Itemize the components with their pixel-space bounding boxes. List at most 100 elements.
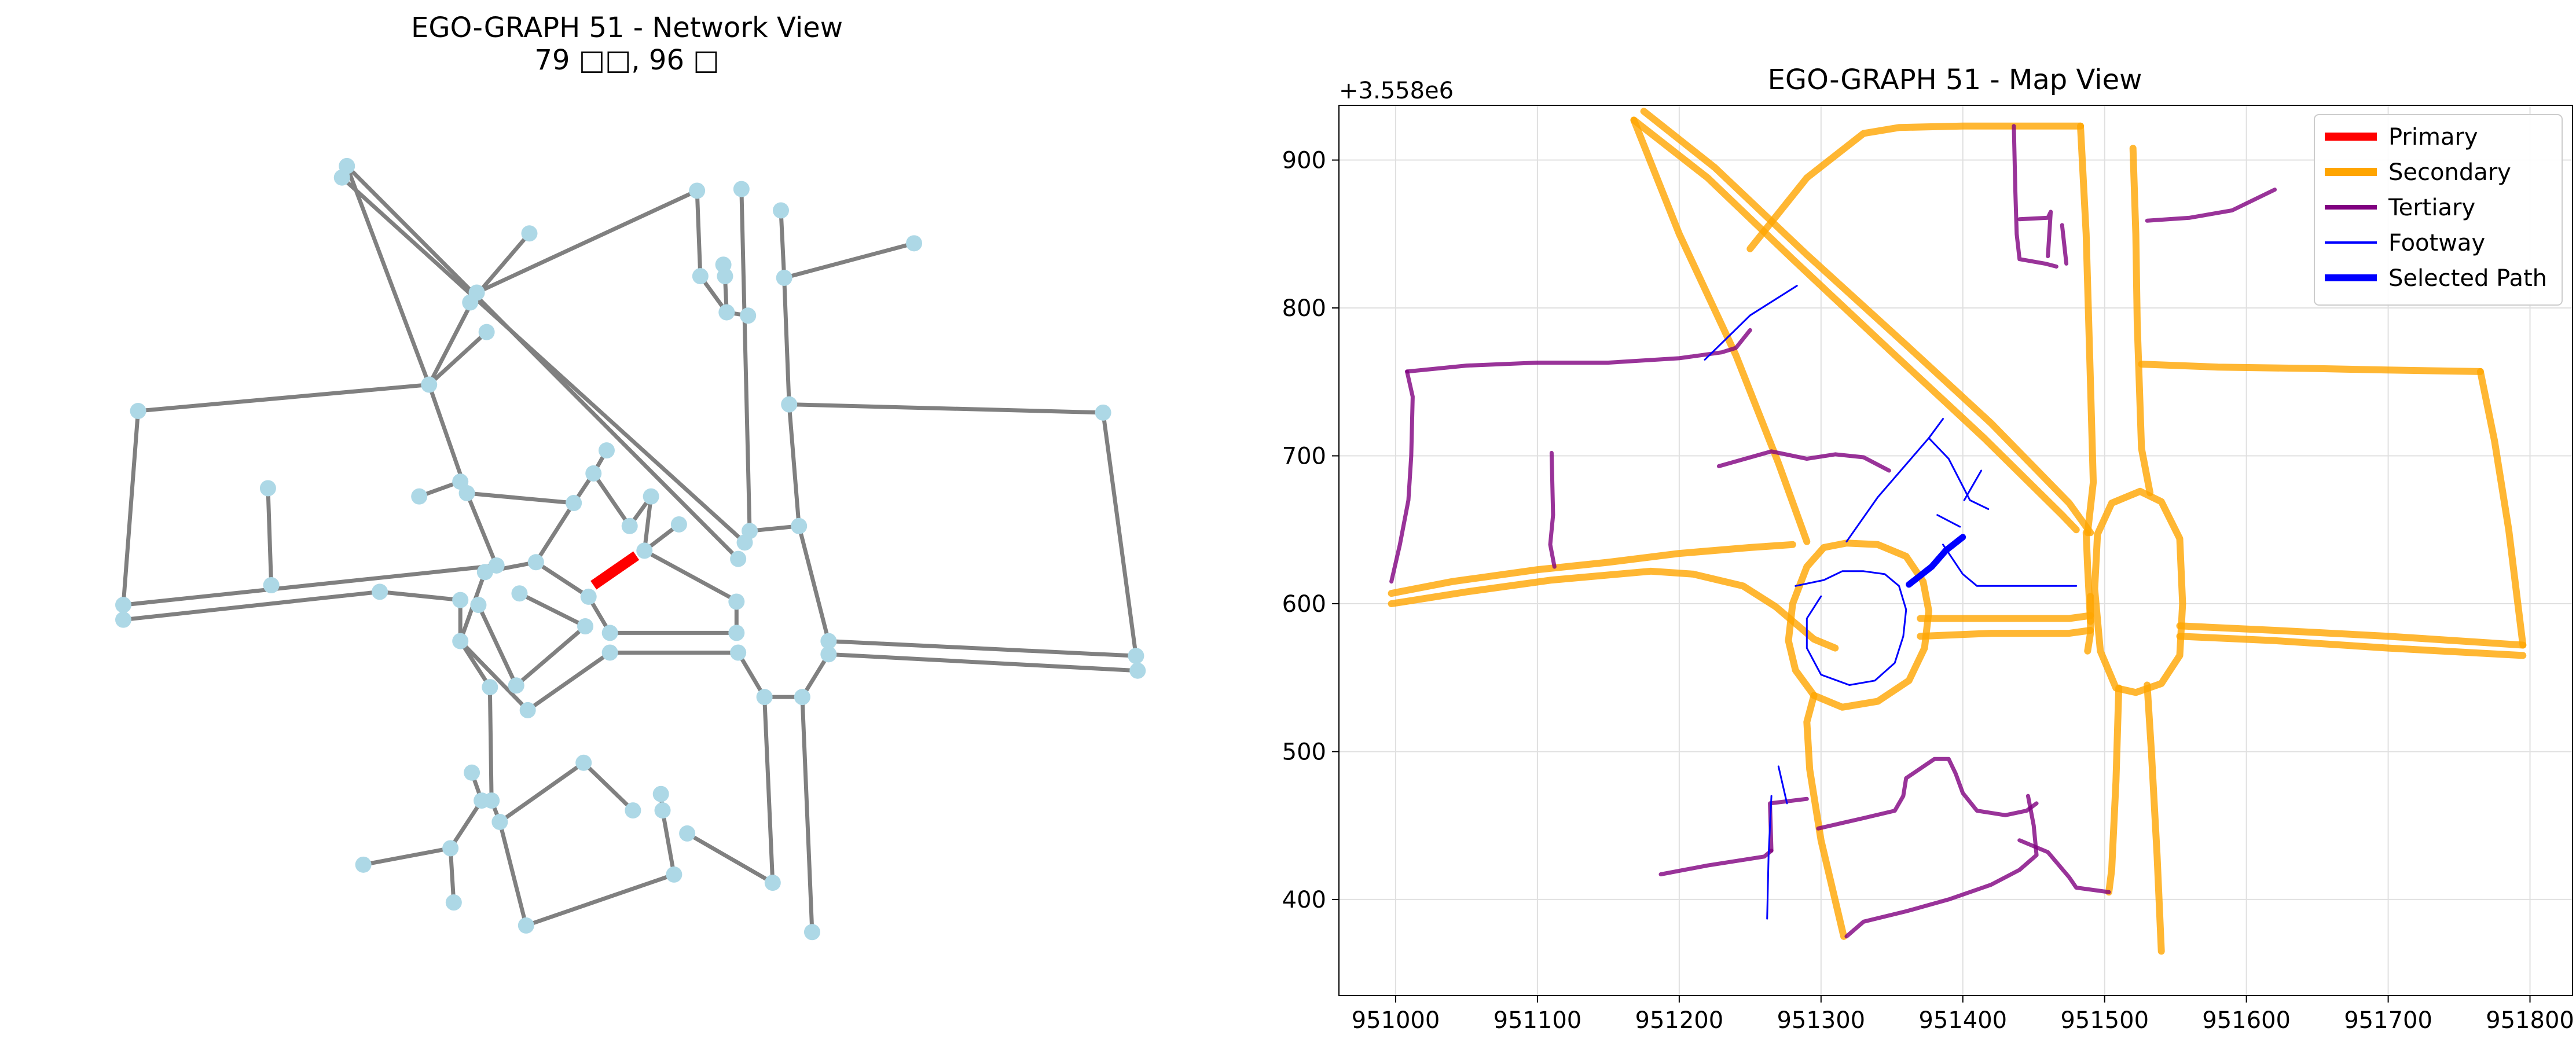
map-path-secondary [2476,368,2527,649]
network-edge [762,695,775,885]
network-node [670,516,687,533]
network-node [470,597,487,614]
network-node [764,875,781,891]
network-node [621,517,638,534]
network-node [730,550,747,567]
network-node [521,225,538,242]
network-node [511,585,528,602]
network-edge [826,652,1140,673]
network-edge [747,524,801,533]
network-edge [797,524,831,644]
network-edge [458,639,530,713]
y-tick-label: 700 [1282,443,1326,469]
network-node [442,840,459,857]
network-node [654,802,671,819]
map-path-selected-path [1906,534,1966,588]
series-footway [1704,285,2078,920]
y-tick-label: 400 [1282,887,1326,913]
network-node [482,679,498,696]
map-path-secondary [2144,681,2165,955]
network-edge [782,276,791,407]
x-tick-label: 951800 [2486,1007,2574,1034]
map-path-secondary [1803,692,1847,940]
network-edge [517,591,588,629]
network-edge [695,188,703,278]
network-node [483,792,500,809]
map-path-secondary [1746,122,2084,252]
network-node [781,396,798,413]
network-view-plot: EGO-GRAPH 51 - Network View 79 □□, 96 □ [115,12,1146,941]
network-node [452,592,469,608]
network-edge [427,330,489,387]
network-edge [514,624,588,688]
network-node [115,597,131,614]
legend-label: Primary [2388,124,2478,150]
network-edge [581,761,635,813]
network-edge [344,164,740,561]
network-node [355,856,372,873]
map-path-tertiary [1816,757,2039,831]
network-node [452,633,469,649]
map-path-secondary [2129,145,2154,497]
map-path-footway [1963,469,1983,501]
network-edge [739,187,752,533]
network-node [740,307,757,324]
network-edge [121,563,499,607]
network-edge [591,471,632,528]
map-path-footway [1704,285,1798,361]
map-path-secondary [1388,541,1796,597]
map-path-secondary [2105,684,2123,896]
y-tick-label: 500 [1282,739,1326,765]
x-tick-label: 951100 [1494,1007,1582,1034]
network-edge [448,846,456,905]
x-tick-label: 951300 [1777,1007,1865,1034]
map-path-footway [1942,544,2078,587]
network-node [411,488,428,505]
network-node [372,583,388,600]
map-path-tertiary [2017,838,2111,894]
network-node [519,702,536,718]
network-edge [361,846,453,867]
network-node [717,268,733,285]
x-tick-label: 951400 [1918,1007,2007,1034]
map-path-tertiary [2012,124,2058,269]
y-tick-label: 900 [1282,148,1326,174]
network-edge [136,383,431,413]
network-node [585,465,602,482]
network-node [1129,662,1146,679]
network-edge [787,402,1106,415]
network-node [718,304,735,321]
network-node [791,517,808,534]
network-edge [465,491,576,505]
network-edges [121,164,1140,934]
network-edge [779,208,787,280]
network-node [464,764,480,781]
network-node [773,202,789,219]
network-edge [344,164,431,387]
x-tick-label: 951700 [2344,1007,2432,1034]
network-edge [340,175,747,545]
map-path-tertiary [1405,328,1752,374]
network-edge [782,241,916,280]
x-tick-label: 951600 [2202,1007,2291,1034]
y-tick-label: 600 [1282,591,1326,618]
network-node [906,235,923,252]
network-highlight-edge-group [590,551,640,590]
network-node [728,593,745,610]
x-tick-label: 951200 [1635,1007,1724,1034]
network-node [820,646,837,663]
network-node [476,564,493,581]
network-node [527,554,544,571]
network-node [636,542,653,559]
network-node [1095,404,1111,421]
network-node [601,625,618,641]
map-view-title: EGO-GRAPH 51 - Map View [1768,64,2142,96]
network-edge [800,652,831,699]
network-node [518,917,534,934]
network-edge [497,761,586,824]
y-tick-label: 800 [1282,295,1326,322]
map-path-footway [1777,765,1788,805]
network-node [803,924,820,941]
map-path-footway [1936,514,1961,528]
network-node [259,480,276,497]
